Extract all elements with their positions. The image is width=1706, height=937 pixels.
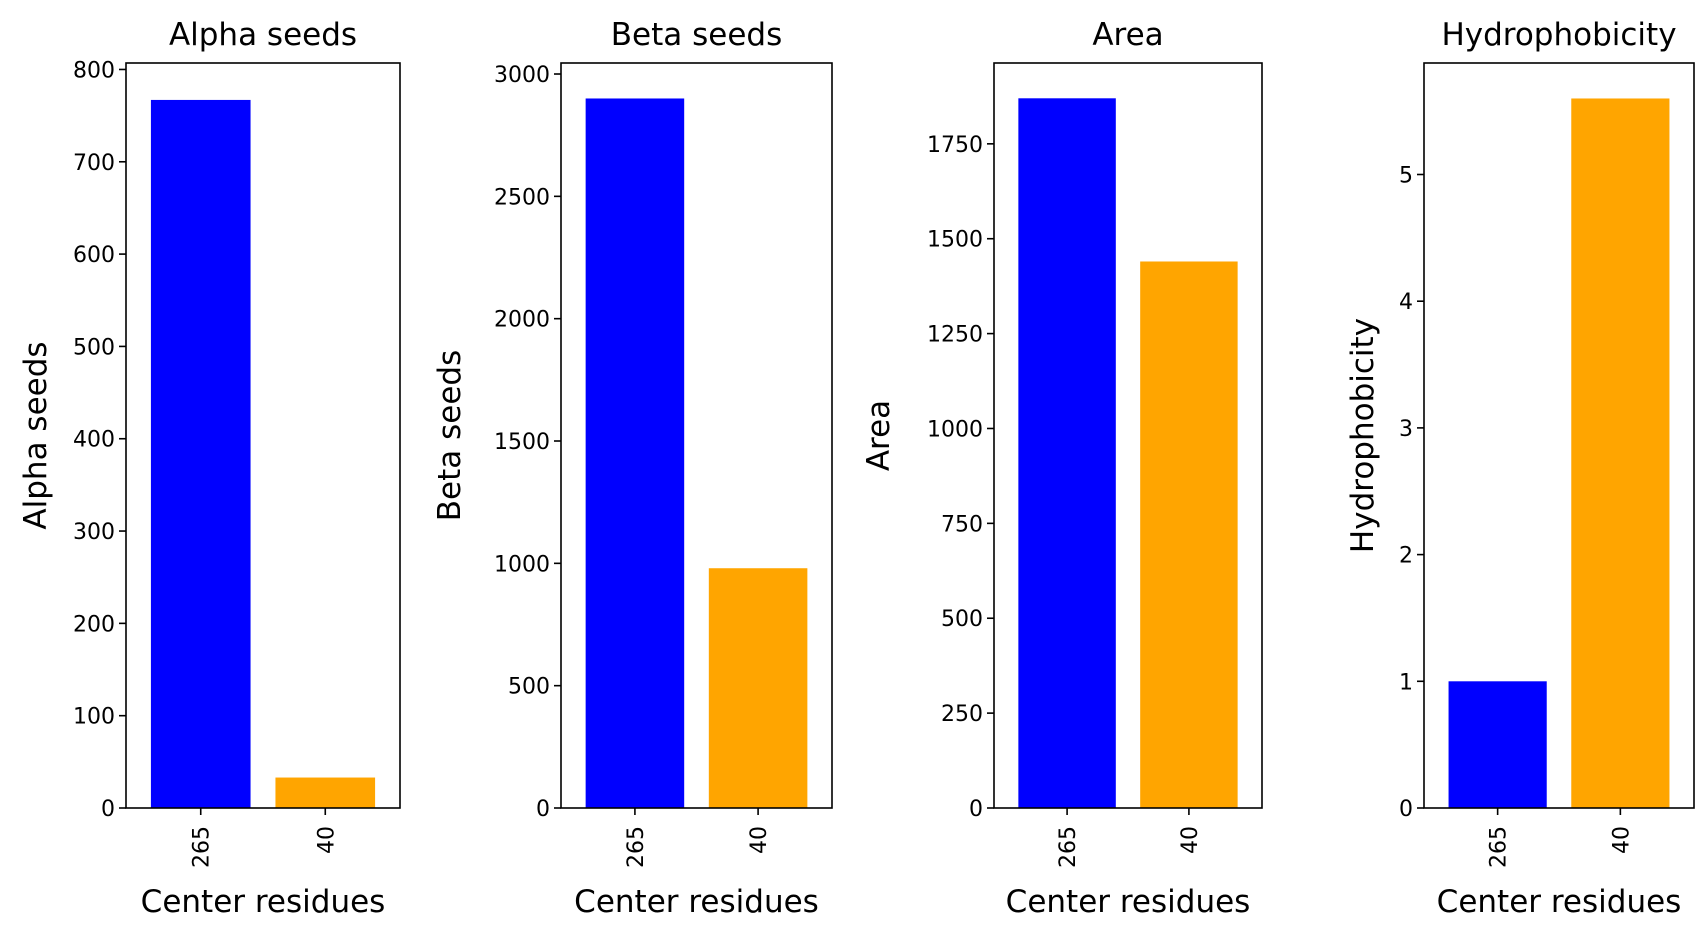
x-axis-label: Center residues: [141, 884, 386, 920]
y-tick-label: 0: [101, 797, 115, 822]
y-axis-label: Hydrophobicity: [1345, 318, 1381, 553]
y-tick-label: 250: [941, 702, 983, 727]
y-tick-label: 4: [1399, 290, 1413, 315]
y-tick-label: 0: [536, 797, 550, 822]
y-tick-label: 800: [73, 58, 115, 83]
y-tick-label: 400: [73, 428, 115, 453]
bar-40: [1140, 261, 1238, 808]
x-tick-label: 40: [747, 826, 772, 854]
x-axis-label: Center residues: [574, 884, 819, 920]
y-tick-label: 1: [1399, 670, 1413, 695]
chart-title: Alpha seeds: [169, 17, 357, 53]
y-tick-label: 1500: [927, 228, 983, 253]
y-tick-label: 700: [73, 151, 115, 176]
bar-265: [585, 98, 685, 809]
y-tick-label: 2000: [494, 308, 550, 333]
y-tick-label: 5: [1399, 163, 1413, 188]
y-tick-label: 500: [508, 675, 550, 700]
y-axis-label: Beta seeds: [432, 350, 468, 521]
chart-title: Area: [1092, 17, 1163, 53]
x-axis-label: Center residues: [1437, 884, 1682, 920]
y-tick-label: 100: [73, 705, 115, 730]
y-tick-label: 1000: [494, 552, 550, 577]
bar-265: [1018, 98, 1116, 809]
bar-40: [275, 777, 376, 808]
x-tick-label: 40: [314, 826, 339, 854]
y-axis-label: Alpha seeds: [18, 341, 54, 529]
y-tick-label: 750: [941, 512, 983, 537]
y-tick-label: 2500: [494, 185, 550, 210]
axes-frame: [560, 62, 833, 809]
x-tick-label: 265: [1487, 826, 1512, 868]
y-tick-label: 500: [73, 335, 115, 360]
x-tick-label: 265: [190, 826, 215, 868]
chart-title: Hydrophobicity: [1441, 17, 1676, 53]
x-tick-label: 40: [1609, 826, 1634, 854]
y-tick-label: 0: [1399, 797, 1413, 822]
chart-panel-2: 265 40 0 500 1000 1500 2000 2500 3000 Beta seeds C…: [432, 17, 833, 920]
axes-frame: [1423, 62, 1695, 809]
y-tick-label: 3000: [494, 63, 550, 88]
x-axis-label: Center residues: [1006, 884, 1251, 920]
bar-265: [1448, 681, 1547, 808]
x-tick-label: 40: [1178, 826, 1203, 854]
y-axis-label: Area: [861, 400, 897, 471]
bar-40: [708, 568, 808, 808]
y-tick-label: 600: [73, 243, 115, 268]
chart-title: Beta seeds: [611, 17, 782, 53]
y-tick-label: 300: [73, 520, 115, 545]
y-tick-label: 1000: [927, 417, 983, 442]
y-tick-label: 200: [73, 612, 115, 637]
y-tick-label: 0: [969, 797, 983, 822]
x-tick-label: 265: [624, 826, 649, 868]
y-tick-label: 1750: [927, 133, 983, 158]
y-tick-label: 1250: [927, 323, 983, 348]
y-tick-label: 3: [1399, 417, 1413, 442]
bar-265: [150, 99, 251, 809]
axes-frame: [125, 62, 401, 809]
y-tick-label: 1500: [494, 430, 550, 455]
y-tick-label: 500: [941, 607, 983, 632]
axes-frame: [993, 62, 1263, 809]
y-tick-label: 2: [1399, 544, 1413, 569]
chart-panel-4: 265 40 0 1 2 3 4 5 Hydrophobicity Center residues…: [1345, 17, 1695, 920]
chart-panel-3: 265 40 0 250 500 750 1000 1250 1500 1750 Area Cente…: [861, 17, 1263, 920]
bar-40: [1571, 98, 1670, 809]
x-tick-label: 265: [1056, 826, 1081, 868]
